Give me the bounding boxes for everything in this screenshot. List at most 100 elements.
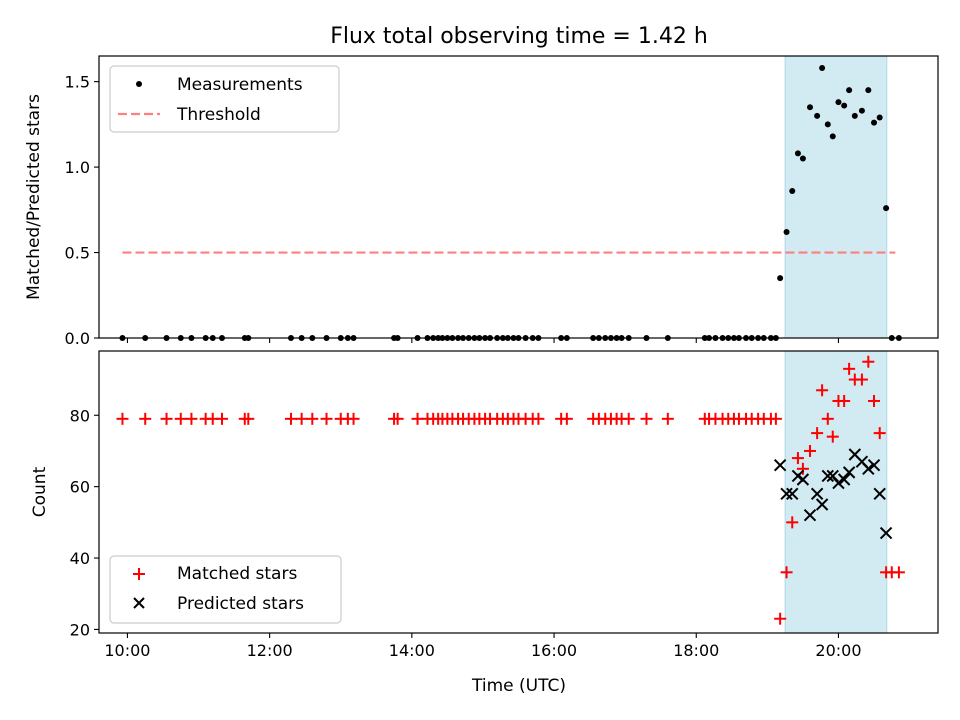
matched-stars-point — [786, 516, 799, 529]
x-tick-label: 20:00 — [815, 641, 861, 660]
matched-stars-point — [391, 412, 404, 425]
top-axes-frame — [98, 55, 939, 339]
predicted-stars-point — [842, 466, 856, 479]
predicted-stars-point — [832, 476, 845, 490]
bottom-y-axis-label: Count — [30, 466, 50, 517]
predicted-stars-point — [780, 487, 793, 500]
matched-stars-point — [216, 412, 229, 425]
x-axis-label: Time (UTC) — [471, 676, 566, 696]
top-y-tick-label: 1.5 — [65, 73, 90, 92]
matched-stars-point — [306, 412, 319, 425]
matched-stars-point — [769, 412, 782, 425]
measurement-point — [819, 64, 826, 71]
bottom-legend-box — [109, 555, 342, 624]
predicted-stars-point — [773, 459, 787, 472]
measurement-point — [846, 87, 853, 94]
x-tick-label: 12:00 — [247, 641, 293, 660]
matched-stars-point — [532, 412, 545, 425]
measurement-point — [835, 99, 842, 106]
x-tick-label: 18:00 — [673, 641, 719, 660]
top-y-tick-label: 0.5 — [65, 244, 90, 263]
predicted-stars-point — [826, 469, 839, 483]
legend-marker-predicted-stars — [133, 597, 145, 609]
top-y-axis-label: Matched/Predicted stars — [24, 94, 44, 300]
x-tick-label: 14:00 — [389, 641, 435, 660]
bottom-y-tick-label: 60 — [70, 478, 90, 497]
predicted-stars-point — [879, 526, 893, 540]
legend-label-threshold: Threshold — [176, 105, 261, 125]
matched-stars-point — [816, 384, 829, 397]
x-tick-label: 16:00 — [531, 641, 577, 660]
matched-stars-point — [661, 412, 674, 425]
legend-label-matched-stars: Matched stars — [177, 564, 297, 584]
predicted-stars-point — [786, 487, 799, 500]
measurement-point — [841, 102, 848, 109]
top-legend: Measurements Threshold — [109, 65, 340, 133]
top-shaded-region — [784, 55, 888, 339]
matched-stars-point — [320, 412, 333, 425]
matched-stars-point — [892, 566, 905, 579]
matched-stars-point — [242, 412, 255, 425]
matched-stars-point — [640, 412, 653, 425]
measurement-point — [794, 150, 801, 157]
matched-stars-point — [804, 444, 817, 457]
legend-label-measurements: Measurements — [177, 75, 303, 95]
bottom-y-tick-label: 40 — [70, 549, 90, 568]
matched-stars-point — [295, 412, 308, 425]
predicted-stars-point — [810, 487, 824, 500]
measurement-point — [858, 107, 865, 114]
top-legend-box — [109, 65, 340, 133]
measurement-point — [851, 112, 858, 119]
measurement-point — [807, 104, 814, 111]
bottom-y-tick-label: 20 — [70, 620, 90, 639]
matched-stars-point — [174, 412, 187, 425]
legend-marker-measurements — [136, 81, 142, 87]
matched-stars-point — [843, 362, 856, 375]
chart-title: Flux total observing time = 1.42 h — [330, 24, 708, 49]
predicted-stars-point — [837, 473, 851, 486]
matched-stars-point — [855, 373, 868, 386]
measurement-point — [829, 133, 836, 140]
measurement-point — [865, 87, 872, 94]
legend-label-predicted-stars: Predicted stars — [177, 594, 304, 614]
matched-stars-point — [139, 412, 152, 425]
x-tick-label: 10:00 — [104, 641, 150, 660]
bottom-legend: Matched stars Predicted stars — [109, 555, 342, 624]
matched-stars-point — [868, 394, 881, 407]
matched-stars-point — [826, 430, 839, 443]
matched-stars-point — [780, 566, 793, 579]
measurement-point — [789, 188, 796, 195]
matched-stars-point — [862, 355, 875, 368]
top-panel: 0.0 0.5 1.0 1.5 Matched/Predicted stars Mea… — [24, 55, 939, 348]
matched-stars-point — [796, 462, 809, 475]
matched-stars-point — [622, 412, 635, 425]
measurement-point — [876, 114, 883, 121]
predicted-stars-point — [867, 459, 881, 472]
measurement-point — [777, 275, 784, 282]
measurement-point — [883, 205, 890, 212]
matched-stars-point — [811, 427, 824, 440]
legend-marker-matched-stars — [133, 568, 145, 580]
matched-stars-point — [821, 412, 834, 425]
bottom-panel: 10:00 12:00 14:00 16:00 18:00 20:00 20406080 … — [30, 350, 939, 660]
bottom-axes-frame — [98, 350, 939, 634]
predicted-stars-point — [862, 462, 875, 476]
matched-stars-point — [185, 412, 198, 425]
measurement-point — [871, 119, 878, 126]
bottom-y-tick-label: 80 — [70, 406, 90, 425]
predicted-stars-point — [873, 487, 886, 500]
measurement-point — [824, 121, 831, 128]
matched-stars-point — [774, 612, 787, 625]
matched-stars-point — [347, 412, 360, 425]
matched-stars-point — [873, 427, 886, 440]
top-y-tick-label: 1.0 — [65, 158, 90, 177]
measurement-point — [814, 112, 821, 119]
predicted-stars-point — [815, 498, 829, 511]
bottom-shaded-region — [784, 350, 888, 634]
matched-stars-point — [284, 412, 297, 425]
matched-stars-point — [160, 412, 173, 425]
matched-stars-point — [560, 412, 573, 425]
matched-stars-point — [838, 394, 851, 407]
predicted-stars-point — [796, 473, 810, 486]
